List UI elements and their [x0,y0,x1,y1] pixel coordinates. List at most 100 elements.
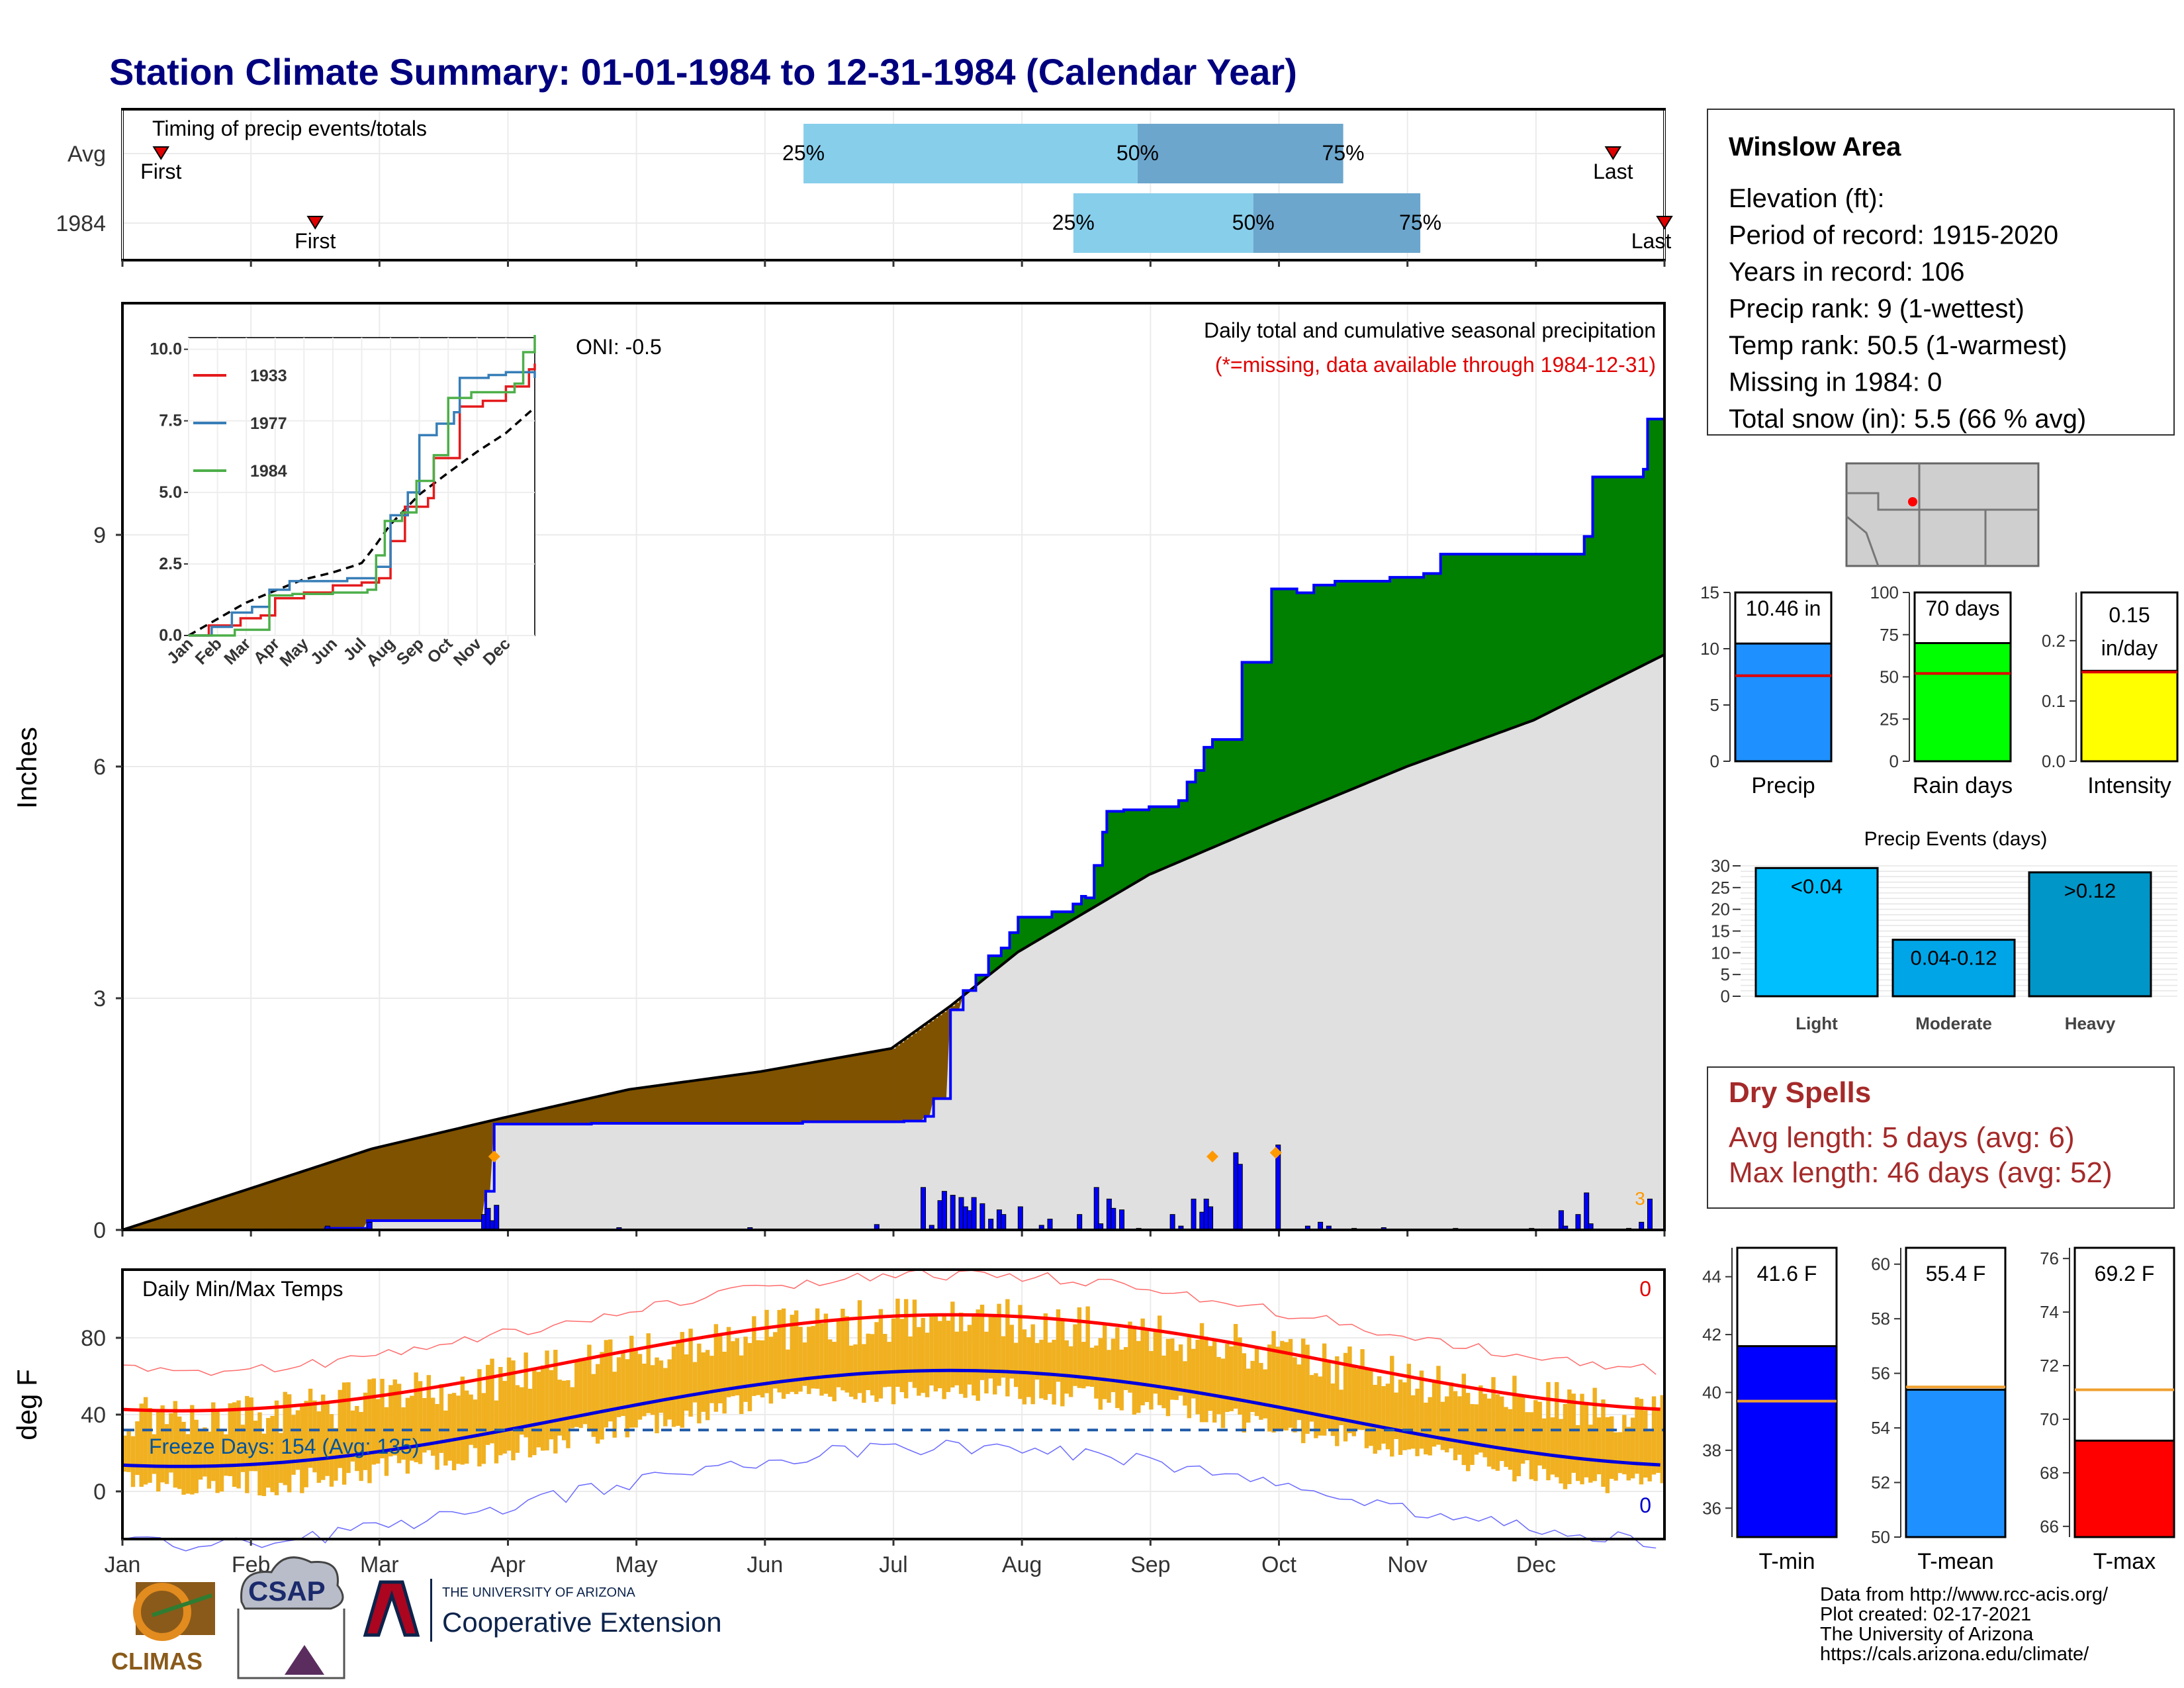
timing-q75-label: 75% [1399,211,1441,234]
daily-temp-bar [1402,1382,1407,1450]
summary-bar-name: Rain days [1913,773,2013,798]
daily-temp-bar [591,1374,596,1437]
daily-temp-bar [304,1401,308,1487]
precip-surplus-day [1377,581,1382,779]
daily-temp-bar [1233,1324,1238,1409]
climas-logo-text: CLIMAS [111,1648,203,1675]
precip-deficit-day [848,1056,854,1122]
daily-temp-bar [1580,1393,1584,1485]
precip-deficit-day [781,1068,786,1123]
precip-deficit-day [591,1098,596,1123]
daily-temp-bar [680,1332,685,1428]
precip-surplus-day [1013,932,1019,956]
precip-deficit-day [709,1078,715,1123]
daily-temp-bar [1656,1410,1661,1474]
daily-temp-bar [1284,1342,1289,1430]
precip-deficit-day [346,1157,351,1229]
events-category: Heavy [2065,1013,2116,1033]
daily-temp-bar [1394,1392,1398,1440]
precip-surplus-day [1343,581,1348,793]
last-event-label: Last [1631,229,1672,253]
first-event-label: First [295,229,336,253]
daily-temp-bar [878,1309,884,1399]
precip-surplus-day [1216,739,1222,846]
precip-surplus-day [1559,554,1564,708]
daily-temp-bar [731,1341,735,1397]
summary-y-tick: 100 [1870,583,1899,602]
precip-surplus-day [1651,419,1657,661]
precip-deficit-day [198,1205,203,1230]
daily-temp-bar [1013,1342,1019,1387]
daily-temp-bar [477,1369,482,1467]
precip-surplus-day [1102,832,1107,902]
temp-y-label: deg F [11,1369,42,1440]
precip-surplus-day [1424,573,1429,761]
precip-surplus-day [1089,898,1095,910]
daily-temp-bar [1614,1432,1618,1481]
oni-label: ONI: -0.5 [576,335,662,359]
daily-temp-bar [570,1387,575,1429]
precip-surplus-day [1043,917,1048,937]
precip-deficit-day [215,1199,220,1230]
daily-temp-bar [988,1317,993,1379]
precip-deficit-day [300,1172,304,1230]
month-tick-label: May [615,1552,658,1577]
precip-deficit-day [473,1125,478,1221]
precip-surplus-day [1432,573,1437,757]
daily-temp-bar [253,1421,258,1472]
precip-deficit-day [878,1051,884,1122]
precip-surplus-day [1364,581,1369,784]
precip-surplus-day [1056,912,1061,930]
precip-surplus-day [1081,896,1086,915]
precip-deficit-day [304,1170,309,1230]
precip-surplus-day [1508,554,1513,729]
daily-temp-bar [899,1319,904,1393]
precip-deficit-day [502,1117,508,1125]
summary-bar-label: 10.46 in [1746,596,1821,620]
month-tick-label: Mar [360,1552,399,1577]
daily-temp-bar [422,1397,427,1453]
precip-deficit-day [642,1088,647,1123]
precip-deficit-day [561,1104,567,1125]
precip-surplus-day [1537,554,1543,718]
daily-temp-bar [566,1380,570,1448]
timing-q25-q50-bar [1073,193,1253,253]
precip-surplus-day [1596,477,1602,689]
daily-temp-bar [891,1318,896,1405]
daily-precip-bar [1647,1198,1653,1231]
daily-temp-bar [414,1372,418,1462]
daily-temp-bar [1415,1388,1420,1456]
daily-temp-bar [350,1410,355,1462]
daily-precip-bar [1047,1219,1053,1231]
inset-y-tick: 2.5 [159,555,182,573]
precip-deficit-day [891,1048,896,1122]
daily-precip-bar [1119,1209,1125,1231]
precip-deficit-day [807,1063,812,1122]
daily-temp-bar [211,1402,216,1481]
daily-temp-bar [1525,1412,1529,1460]
footer-credits: Data from http://www.rcc-acis.org/ Plot … [1820,1584,2109,1665]
daily-temp-bar [1559,1419,1563,1484]
daily-temp-bar [511,1360,516,1461]
precip-deficit-day [245,1190,250,1230]
precip-deficit-day [764,1070,770,1123]
precip-surplus-day [1335,581,1340,796]
daily-temp-bar [929,1316,934,1385]
daily-temp-bar [490,1358,494,1444]
daily-temp-bar [1635,1397,1639,1474]
daily-temp-bar [1170,1338,1175,1400]
precip-deficit-day [316,1166,322,1230]
daily-temp-bar [1445,1396,1449,1453]
daily-precip-bar [988,1219,994,1231]
daily-temp-bar [1537,1401,1542,1466]
daily-temp-bar [874,1322,879,1402]
precip-surplus-day [1157,806,1162,871]
precip-surplus-day [1428,573,1433,759]
daily-temp-bar [1305,1344,1310,1434]
daily-temp-bar [811,1326,815,1389]
daily-precip-flag [1206,1150,1218,1163]
daily-temp-bar [206,1431,212,1489]
summary-y-tick: 15 [1700,583,1719,602]
daily-temp-bar [376,1399,381,1464]
daily-temp-bar [164,1424,169,1484]
